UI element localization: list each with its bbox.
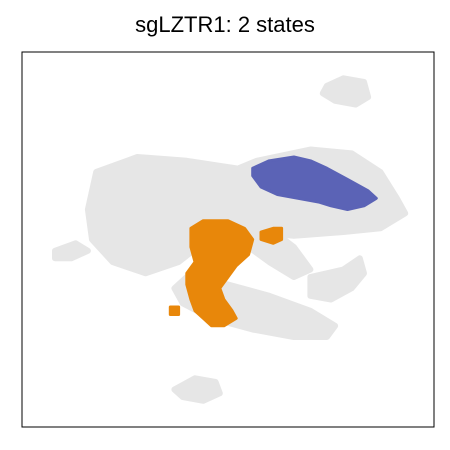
- background-cells-right-branch: [307, 255, 367, 303]
- state-cells-layer: [168, 155, 378, 328]
- state-cells-state-2-dot: [168, 305, 181, 316]
- state-cells-state-1: [251, 155, 378, 211]
- background-cells-left-streak: [52, 240, 91, 262]
- chart-title: sgLZTR1: 2 states: [135, 12, 315, 37]
- plot-frame: [21, 51, 435, 428]
- state-cells-state-2: [185, 219, 255, 328]
- background-cells-top-right-loop: [319, 75, 372, 108]
- background-cells-bottom-island: [171, 375, 223, 404]
- state-cells-state-2-satellite: [259, 226, 284, 245]
